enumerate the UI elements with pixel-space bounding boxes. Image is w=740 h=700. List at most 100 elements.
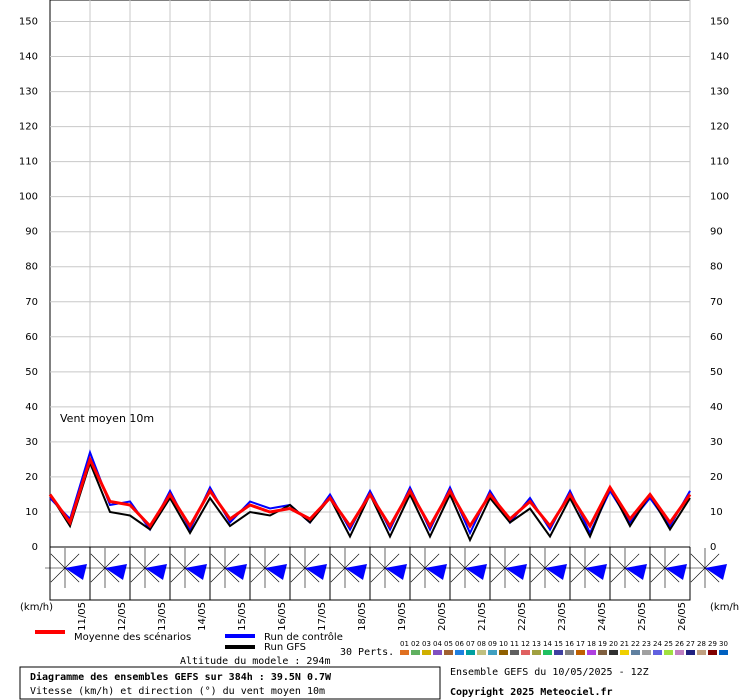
wind-sector xyxy=(465,564,487,580)
wind-sector xyxy=(265,564,287,580)
perturbation-label: 12 xyxy=(521,640,530,648)
perturbation-swatch xyxy=(719,650,728,655)
rose-spoke xyxy=(50,567,66,583)
perturbation-label: 11 xyxy=(510,640,519,648)
x-tick-label: 16/05 xyxy=(277,602,288,631)
wind-sector xyxy=(505,564,527,580)
rose-spoke xyxy=(464,553,480,569)
footer-title: Diagramme des ensembles GEFS sur 384h : … xyxy=(30,671,332,683)
perturbation-swatch xyxy=(708,650,717,655)
x-tick-label: 19/05 xyxy=(397,602,408,631)
altitude: Altitude du modele : 294m xyxy=(180,656,331,667)
perturbation-label: 07 xyxy=(466,640,475,648)
x-tick-label: 21/05 xyxy=(477,602,488,631)
y-tick-label-right: 0 xyxy=(710,542,716,553)
rose-spoke xyxy=(464,567,480,583)
perturbation-swatch xyxy=(477,650,486,655)
y-tick-label-right: 10 xyxy=(710,507,723,518)
perturbation-swatch xyxy=(642,650,651,655)
wind-sector xyxy=(145,564,167,580)
perturbation-swatch xyxy=(609,650,618,655)
y-tick-label: 80 xyxy=(25,262,38,273)
perturbation-label: 08 xyxy=(477,640,486,648)
rose-spoke xyxy=(570,567,586,583)
perturbation-label: 05 xyxy=(444,640,453,648)
perturbation-swatch xyxy=(697,650,706,655)
y-tick-label-right: 150 xyxy=(710,17,729,28)
rose-spoke xyxy=(264,553,280,569)
perturbation-label: 26 xyxy=(675,640,684,648)
rose-spoke xyxy=(184,567,200,583)
perturbation-swatch xyxy=(565,650,574,655)
perturbation-swatch xyxy=(444,650,453,655)
footer-subtitle: Vitesse (km/h) et direction (°) du vent … xyxy=(30,686,325,697)
perturbations-label: 30 Perts. xyxy=(340,647,394,658)
rose-spoke xyxy=(450,567,466,583)
rose-spoke xyxy=(250,553,266,569)
x-tick-label: 17/05 xyxy=(317,602,328,631)
perturbation-swatch xyxy=(675,650,684,655)
series-line xyxy=(48,455,692,530)
rose-spoke xyxy=(370,553,386,569)
perturbation-swatch xyxy=(576,650,585,655)
perturbation-label: 01 xyxy=(400,640,409,648)
y-tick-label: 110 xyxy=(19,157,38,168)
rose-spoke xyxy=(584,567,600,583)
y-tick-label-right: 130 xyxy=(710,87,729,98)
rose-spoke xyxy=(64,567,80,583)
perturbation-swatch xyxy=(620,650,629,655)
y-tick-label: 130 xyxy=(19,87,38,98)
perturbation-swatch xyxy=(543,650,552,655)
perturbation-swatch xyxy=(631,650,640,655)
perturbation-label: 29 xyxy=(708,640,717,648)
rose-spoke xyxy=(490,567,506,583)
rose-spoke xyxy=(370,567,386,583)
rose-spoke xyxy=(170,553,186,569)
y-tick-label: 10 xyxy=(25,507,38,518)
rose-spoke xyxy=(330,553,346,569)
perturbation-label: 30 xyxy=(719,640,728,648)
rose-spoke xyxy=(624,567,640,583)
perturbation-label: 14 xyxy=(543,640,552,648)
x-tick-label: 25/05 xyxy=(637,602,648,631)
rose-spoke xyxy=(290,567,306,583)
rose-spoke xyxy=(250,567,266,583)
footer-box xyxy=(19,666,441,700)
perturbation-swatch xyxy=(598,650,607,655)
rose-spoke xyxy=(490,553,506,569)
rose-spoke xyxy=(544,553,560,569)
perturbation-swatch xyxy=(554,650,563,655)
rose-spoke xyxy=(344,553,360,569)
perturbation-swatch xyxy=(510,650,519,655)
y-tick-label-right: 90 xyxy=(710,227,723,238)
rose-spoke xyxy=(104,553,120,569)
rose-spoke xyxy=(130,567,146,583)
perturbation-swatch xyxy=(488,650,497,655)
rose-spoke xyxy=(650,553,666,569)
y-tick-label: 40 xyxy=(25,402,38,413)
perturbation-label: 10 xyxy=(499,640,508,648)
perturbation-label: 03 xyxy=(422,640,431,648)
perturbation-swatch xyxy=(587,650,596,655)
rose-spoke xyxy=(104,567,120,583)
wind-sector xyxy=(305,564,327,580)
perturbation-swatch xyxy=(686,650,695,655)
rose-spoke xyxy=(210,553,226,569)
perturbation-swatch xyxy=(400,650,409,655)
perturbation-swatch xyxy=(532,650,541,655)
rose-spoke xyxy=(690,553,706,569)
x-tick-label: 24/05 xyxy=(597,602,608,631)
y-tick-label: 50 xyxy=(25,367,38,378)
rose-spoke xyxy=(170,567,186,583)
rose-spoke xyxy=(130,553,146,569)
y-tick-label-right: 110 xyxy=(710,157,729,168)
wind-sector xyxy=(665,564,687,580)
perturbation-label: 06 xyxy=(455,640,464,648)
perturbation-swatch xyxy=(411,650,420,655)
wind-sector xyxy=(185,564,207,580)
perturbation-label: 25 xyxy=(664,640,673,648)
rose-spoke xyxy=(224,567,240,583)
perturbation-label: 21 xyxy=(620,640,629,648)
x-tick-label: 26/05 xyxy=(677,602,688,631)
